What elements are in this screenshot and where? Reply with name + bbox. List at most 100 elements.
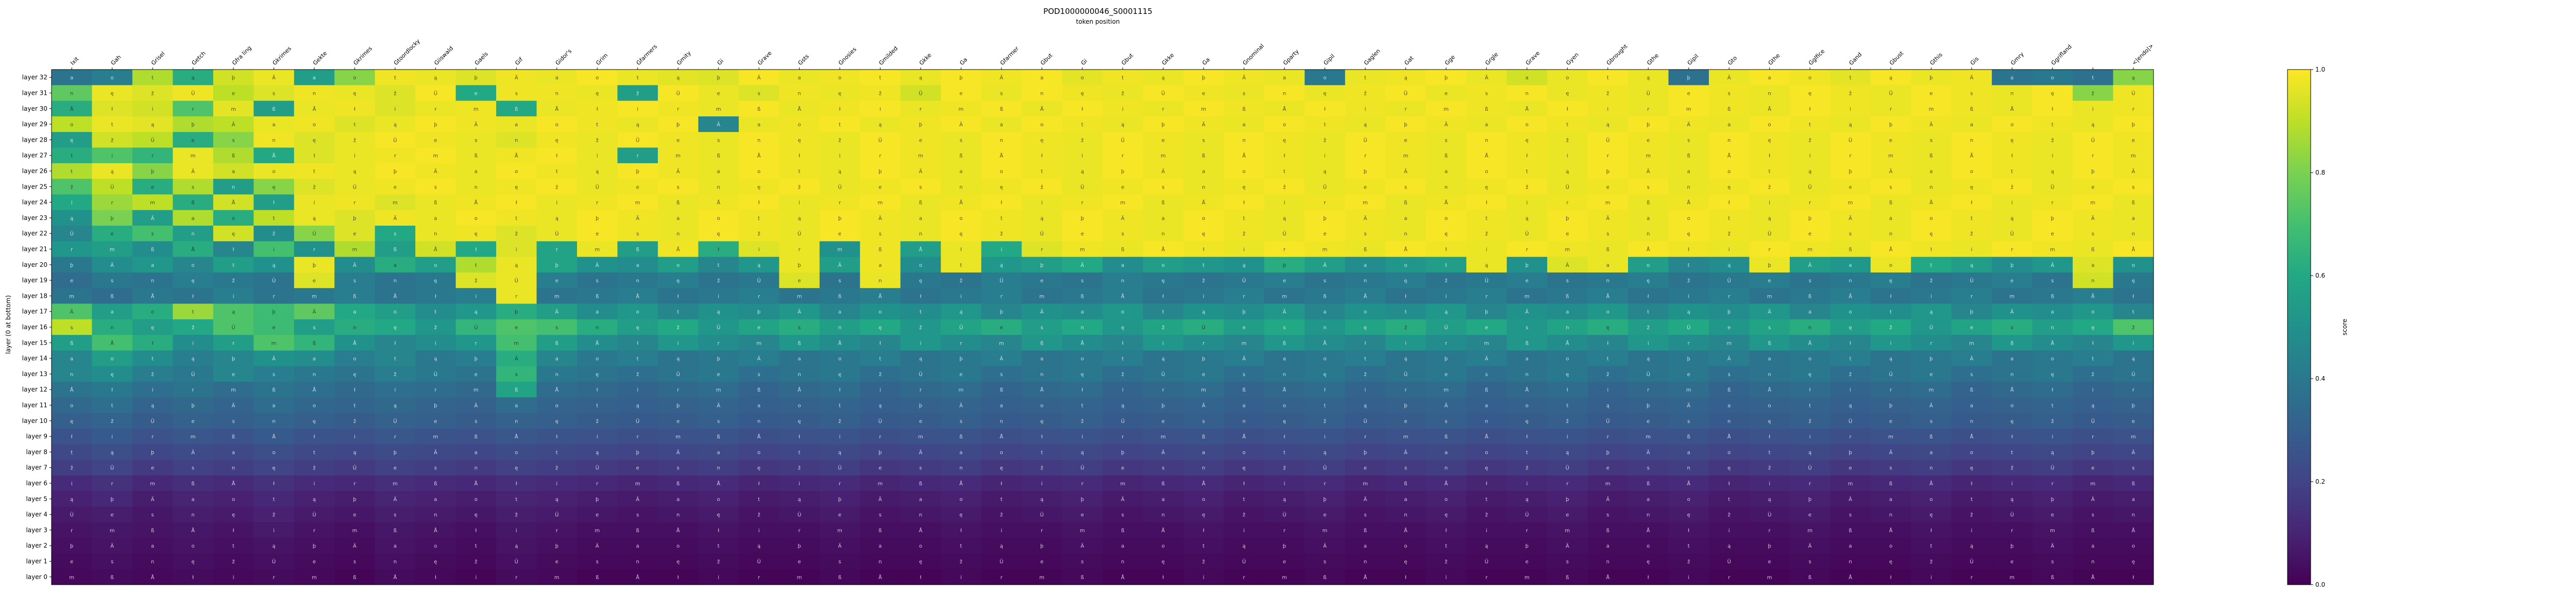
heatmap-cell [92, 257, 133, 273]
heatmap-cell [1870, 538, 1911, 554]
heatmap-cell [1911, 538, 1952, 554]
cell-annotation: Å [878, 293, 882, 299]
cell-annotation: þ [1929, 75, 1933, 81]
cell-annotation: Å [999, 433, 1003, 440]
cell-annotation: s [1485, 91, 1488, 96]
heatmap-cell [1992, 350, 2033, 367]
heatmap-cell [2113, 460, 2154, 476]
cell-annotation: Å [1929, 199, 1933, 206]
heatmap-cell [1304, 272, 1346, 288]
cell-annotation: Ä [1080, 262, 1084, 268]
cell-annotation: e [353, 231, 356, 237]
heatmap-cell [779, 460, 820, 476]
heatmap-cell [536, 85, 578, 101]
cell-annotation: o [757, 169, 760, 175]
cell-annotation: ł [758, 481, 760, 487]
cell-annotation: ł [394, 341, 396, 346]
cell-annotation: n [1566, 325, 1569, 331]
heatmap-cell [213, 272, 254, 288]
cell-annotation: e [70, 559, 73, 565]
heatmap-cell [1103, 522, 1143, 538]
cell-annotation: t [394, 356, 396, 362]
cell-annotation: t [1809, 122, 1811, 128]
heatmap-cell [1789, 460, 1831, 476]
cell-annotation: s [1122, 513, 1124, 518]
cell-annotation: a [272, 403, 275, 409]
cell-annotation: s [1808, 559, 1811, 565]
heatmap-cell [52, 397, 92, 414]
heatmap-cell [1628, 116, 1669, 132]
cell-annotation: m [2090, 481, 2095, 487]
heatmap-cell [617, 70, 658, 86]
cell-annotation: Å [1080, 339, 1084, 346]
cell-annotation: t [1122, 75, 1124, 81]
cell-annotation: i [960, 575, 962, 581]
cell-annotation: m [1726, 341, 1732, 346]
heatmap-cell [294, 382, 335, 398]
cell-annotation: Ä [757, 355, 761, 362]
heatmap-cell [92, 538, 133, 554]
heatmap-cell [1264, 506, 1305, 523]
heatmap-cell [2073, 506, 2113, 523]
heatmap-cell [132, 428, 173, 445]
cell-annotation: r [353, 481, 356, 487]
cell-annotation: Ü [1121, 418, 1125, 424]
cell-annotation: ž [2011, 465, 2013, 471]
heatmap-cell [779, 428, 820, 445]
cell-annotation: ž [838, 137, 841, 143]
heatmap-cell [1426, 257, 1467, 273]
heatmap-cell [173, 226, 214, 242]
heatmap-cell [213, 163, 254, 179]
heatmap-cell [496, 382, 537, 398]
heatmap-cell [1426, 444, 1467, 460]
cell-annotation: m [2131, 434, 2136, 440]
heatmap-cell [657, 210, 699, 226]
heatmap-cell [1749, 460, 1790, 476]
heatmap-cell [1587, 303, 1629, 320]
heatmap-cell [1668, 70, 1709, 86]
x-tick-label: Gkke [1161, 52, 1176, 66]
cell-annotation: ß [636, 528, 639, 534]
cell-annotation: Ä [1606, 215, 1609, 222]
heatmap-cell [1183, 147, 1224, 164]
heatmap-cell [1103, 163, 1143, 179]
heatmap-cell [253, 475, 295, 491]
cell-annotation: Ä [2091, 215, 2095, 222]
cell-annotation: t [232, 263, 234, 268]
cell-annotation: i [879, 107, 881, 112]
heatmap-cell [1426, 116, 1467, 132]
cell-annotation: ą [1606, 403, 1609, 409]
heatmap-cell [1426, 163, 1467, 179]
heatmap-cell [1506, 70, 1548, 86]
cell-annotation: r [313, 247, 316, 252]
heatmap-cell [334, 100, 376, 117]
cell-annotation: n [1162, 231, 1165, 237]
heatmap-cell [1789, 210, 1831, 226]
heatmap-cell [941, 382, 982, 398]
heatmap-cell [334, 397, 376, 414]
heatmap-cell [1668, 538, 1709, 554]
cell-annotation: Ä [717, 402, 720, 409]
cell-annotation: ß [1687, 154, 1690, 159]
cell-annotation: t [475, 263, 477, 268]
heatmap-cell [1506, 522, 1548, 538]
cell-annotation: r [71, 528, 73, 534]
heatmap-cell [173, 303, 214, 320]
heatmap-cell [294, 116, 335, 132]
heatmap-cell [294, 272, 335, 288]
cell-annotation: ß [878, 247, 882, 252]
cell-annotation: m [797, 575, 802, 581]
cell-annotation: i [152, 107, 154, 112]
cell-annotation: ą [515, 263, 518, 268]
heatmap-cell [334, 272, 376, 288]
cell-annotation: n [151, 559, 154, 565]
colorbar-tick-label: 0.4 [2315, 375, 2325, 382]
cell-annotation: n [2132, 231, 2135, 237]
heatmap-cell [1547, 100, 1588, 117]
heatmap-cell [1062, 506, 1103, 523]
heatmap-cell [1749, 163, 1790, 179]
cell-annotation: ß [232, 434, 235, 440]
heatmap-cell [52, 194, 92, 211]
cell-annotation: ą [1364, 403, 1367, 409]
heatmap-cell [1830, 506, 1871, 523]
